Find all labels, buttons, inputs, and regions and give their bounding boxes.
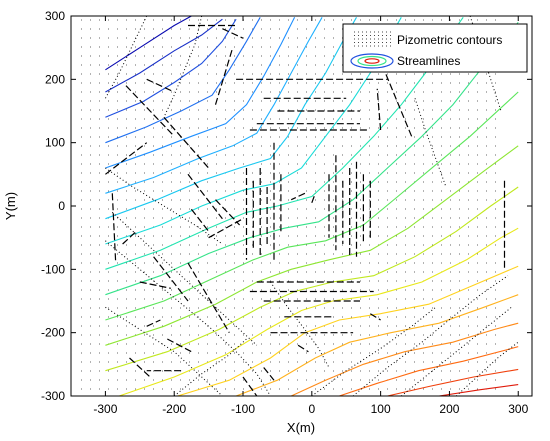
fracture-25 (125, 85, 175, 137)
contour-line-17 (339, 346, 519, 396)
y-axis-ticks: -300 -200 -100 0 100 200 300 (41, 9, 532, 403)
contour-line-1 (105, 18, 223, 93)
contour-line-2 (105, 18, 237, 118)
legend-entry-streamlines: Streamlines (397, 54, 460, 68)
fracture-30 (215, 199, 241, 226)
fracture-36 (187, 262, 230, 334)
fracture-47 (290, 192, 306, 201)
y-tick-label-6: 300 (45, 9, 65, 23)
y-tick-label-3: 0 (58, 199, 65, 213)
x-tick-label-1: -200 (162, 402, 186, 416)
y-tick-label-0: -300 (41, 389, 65, 403)
fracture-32 (111, 193, 117, 264)
fracture-42 (146, 78, 175, 93)
y-tick-label-1: -200 (41, 326, 65, 340)
streamline-10 (104, 16, 148, 99)
contour-line-15 (235, 294, 519, 396)
x-axis-label: X(m) (287, 420, 315, 435)
contour-line-16 (290, 322, 519, 396)
streamline-4 (400, 306, 512, 396)
legend-streamlines-swatch (350, 53, 394, 69)
fracture-49 (297, 344, 309, 353)
fracture-27 (187, 173, 223, 220)
y-axis-label: Y(m) (3, 192, 18, 220)
fracture-40 (242, 376, 258, 396)
legend-box (342, 23, 528, 73)
fracture-31 (122, 230, 137, 245)
legend: Pizometric contours Streamlines (342, 23, 528, 73)
y-tick-label-2: -100 (41, 262, 65, 276)
contour-line-6 (105, 17, 357, 220)
streamline-2 (111, 211, 258, 346)
x-tick-label-4: 100 (371, 402, 391, 416)
x-tick-label-3: 0 (308, 402, 315, 416)
fracture-37 (153, 256, 189, 302)
fracture-39 (129, 357, 151, 378)
legend-piezometric-swatch (354, 31, 391, 47)
contour-line-3 (105, 17, 261, 144)
contour-line-4 (105, 17, 296, 169)
fracture-35 (167, 338, 192, 353)
fracture-46 (383, 69, 413, 137)
contour-line-18 (387, 368, 519, 396)
fracture-33 (139, 281, 171, 289)
x-tick-label-0: -300 (93, 402, 117, 416)
contour-line-0 (105, 16, 192, 71)
fracture-50 (263, 367, 275, 381)
piezometric-contours (105, 16, 519, 396)
fracture-51 (369, 313, 381, 321)
y-tick-label-5: 200 (45, 72, 65, 86)
fracture-45 (376, 88, 382, 131)
fracture-segments (105, 24, 506, 396)
fracture-26 (163, 116, 210, 169)
streamline-3 (173, 338, 247, 396)
fracture-44 (222, 28, 244, 39)
fracture-48 (311, 193, 316, 204)
contour-line-19 (439, 384, 519, 396)
streamline-9 (163, 16, 203, 118)
contour-line-14 (177, 265, 519, 396)
legend-entry-piezometric: Pizometric contours (397, 33, 502, 47)
fracture-34 (146, 319, 161, 327)
y-tick-label-4: 100 (45, 136, 65, 150)
x-tick-label-6: 300 (508, 402, 528, 416)
x-axis-ticks: -300 -200 -100 0 100 200 300 (93, 16, 529, 416)
contour-line-11 (105, 145, 519, 346)
streamline-7 (311, 306, 437, 396)
fracture-24 (105, 142, 148, 175)
streamline-6 (352, 275, 509, 396)
fracture-28 (190, 208, 210, 232)
x-tick-label-5: 200 (439, 402, 459, 416)
legend-dots (354, 31, 391, 47)
x-tick-label-2: -100 (231, 402, 255, 416)
contour-line-13 (119, 227, 519, 396)
plot-area (70, 15, 533, 397)
streamline-5 (455, 341, 519, 396)
contour-line-5 (105, 17, 323, 194)
contour-line-10 (105, 91, 519, 321)
